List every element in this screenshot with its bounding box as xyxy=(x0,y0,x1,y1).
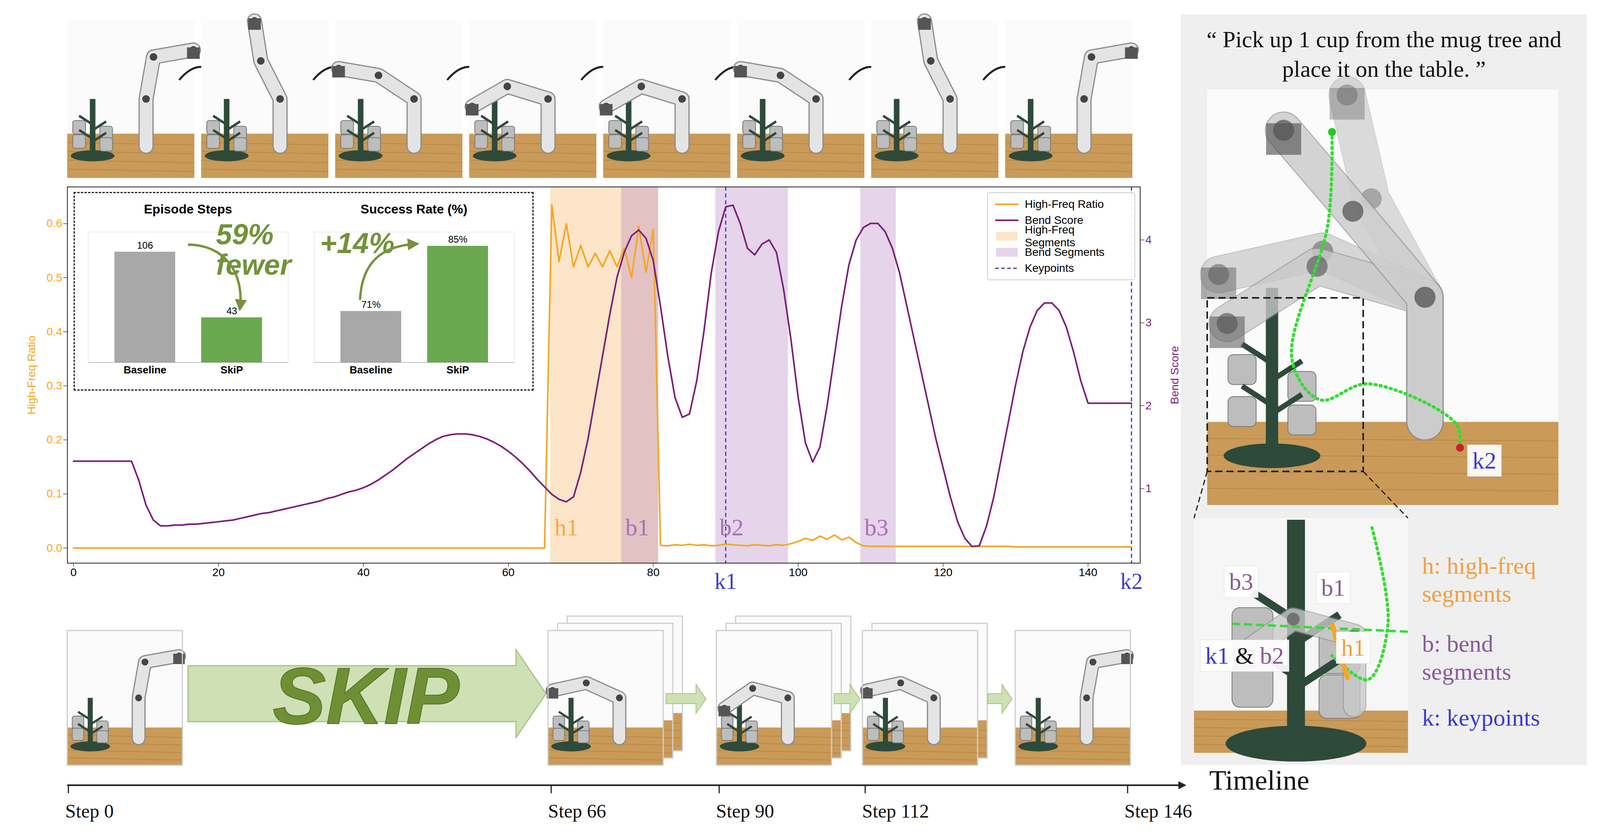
html-text:b: bend segments: b: bend segments xyxy=(1422,630,1512,686)
svg-text:h1: h1 xyxy=(554,514,579,541)
svg-text:Step 146: Step 146 xyxy=(1124,800,1192,822)
svg-text:3: 3 xyxy=(1145,316,1152,329)
svg-text:60: 60 xyxy=(502,566,515,579)
html-text:h1: h1 xyxy=(1341,634,1366,662)
svg-text:Step 0: Step 0 xyxy=(65,800,114,822)
html-text:Bend Segments: Bend Segments xyxy=(1024,246,1105,259)
svg-text:Step 66: Step 66 xyxy=(548,800,606,822)
html-text:High-Freq Segments: High-Freq Segments xyxy=(1024,223,1076,249)
html-text:Keypoints: Keypoints xyxy=(1024,262,1074,275)
svg-text:0.0: 0.0 xyxy=(46,542,63,555)
html-text:b3: b3 xyxy=(1229,568,1254,596)
svg-text:SkiP: SkiP xyxy=(220,364,243,376)
svg-text:2: 2 xyxy=(1145,399,1152,412)
svg-text:100: 100 xyxy=(788,566,808,579)
svg-text:80: 80 xyxy=(647,566,660,579)
svg-text:b3: b3 xyxy=(864,514,889,541)
html-text:k1 & b2: k1 & b2 xyxy=(1205,642,1284,670)
html-text:High-Freq Ratio: High-Freq Ratio xyxy=(1024,198,1104,211)
html-text:k: keypoints: k: keypoints xyxy=(1422,704,1540,732)
svg-text:Baseline: Baseline xyxy=(349,364,393,376)
html-text:b1: b1 xyxy=(1321,574,1346,602)
svg-text:SkiP: SkiP xyxy=(446,364,469,376)
svg-text:b1: b1 xyxy=(625,514,650,541)
svg-text:Step 90: Step 90 xyxy=(716,800,774,822)
svg-text:0.5: 0.5 xyxy=(46,271,63,284)
html-text:Bend Score: Bend Score xyxy=(1024,214,1084,227)
svg-text:0.4: 0.4 xyxy=(46,325,63,338)
svg-text:40: 40 xyxy=(357,566,370,579)
svg-text:106: 106 xyxy=(136,240,153,251)
html-text:+14%: +14% xyxy=(320,227,395,260)
svg-text:0: 0 xyxy=(70,566,77,579)
svg-text:Baseline: Baseline xyxy=(123,364,167,376)
svg-text:Timeline: Timeline xyxy=(1209,765,1310,796)
html-text:59% fewer: 59% fewer xyxy=(216,218,292,281)
svg-text:1: 1 xyxy=(1145,482,1152,495)
svg-text:43: 43 xyxy=(226,305,238,317)
html-text:k2: k2 xyxy=(1472,447,1497,474)
html-text:h: high-freq segments: h: high-freq segments xyxy=(1422,552,1536,608)
svg-text:k1: k1 xyxy=(714,569,737,594)
svg-text:b2: b2 xyxy=(719,514,744,541)
svg-text:High-Freq Ratio: High-Freq Ratio xyxy=(25,335,38,415)
html-text:Episode Steps: Episode Steps xyxy=(143,202,233,217)
svg-text:4: 4 xyxy=(1145,233,1152,246)
svg-text:Step 112: Step 112 xyxy=(862,800,930,822)
svg-text:0.6: 0.6 xyxy=(46,217,63,230)
svg-text:71%: 71% xyxy=(361,299,381,310)
svg-text:20: 20 xyxy=(212,566,225,579)
html-text:“ Pick up 1 cup from the mug t: “ Pick up 1 cup from the mug tree and pl… xyxy=(1206,26,1562,82)
svg-text:140: 140 xyxy=(1078,566,1098,579)
svg-text:k2: k2 xyxy=(1120,569,1143,594)
svg-text:0.1: 0.1 xyxy=(46,487,63,500)
svg-text:120: 120 xyxy=(933,566,953,579)
svg-text:SKIP: SKIP xyxy=(272,651,460,741)
svg-text:Bend Score: Bend Score xyxy=(1168,346,1181,405)
html-text:Success Rate (%): Success Rate (%) xyxy=(360,202,468,217)
svg-text:0.2: 0.2 xyxy=(46,433,63,446)
svg-text:85%: 85% xyxy=(448,234,468,245)
svg-text:0.3: 0.3 xyxy=(46,379,63,392)
